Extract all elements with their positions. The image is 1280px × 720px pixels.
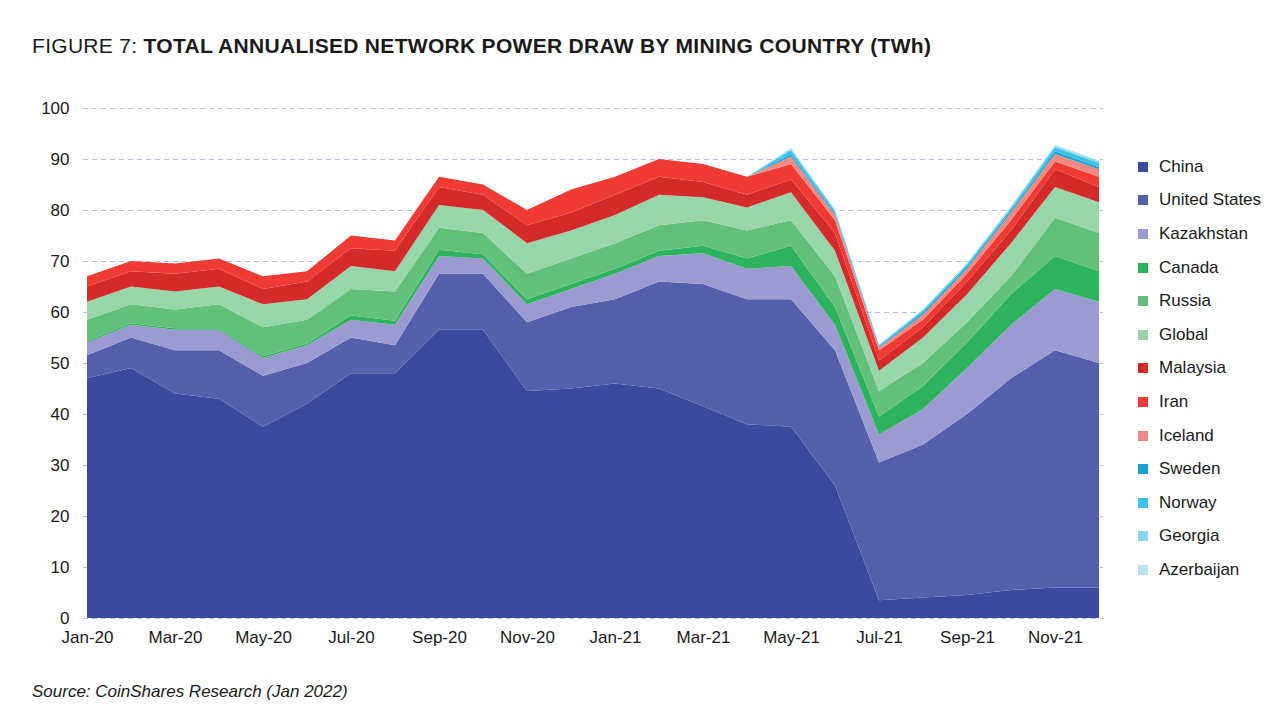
svg-text:50: 50 [51,354,70,373]
html-text:Iceland: Iceland [1159,425,1214,445]
html-text:Azerbaijan: Azerbaijan [1159,559,1240,579]
svg-text:Mar-20: Mar-20 [149,628,203,647]
svg-text:May-21: May-21 [763,628,820,647]
html-text:FIGURE 7: TOTAL ANNUALISED NET: FIGURE 7: TOTAL ANNUALISED NETWORK POWER… [32,34,932,57]
svg-text:10: 10 [51,558,70,577]
svg-text:Jan-21: Jan-21 [590,628,642,647]
svg-text:Nov-21: Nov-21 [1028,628,1083,647]
html-text:Norway: Norway [1159,492,1217,512]
svg-text:Jul-20: Jul-20 [328,628,374,647]
html-text:Global: Global [1159,324,1209,344]
svg-text:60: 60 [51,303,70,322]
html-text:Canada: Canada [1159,257,1219,277]
html-text:Sweden: Sweden [1159,459,1221,479]
svg-text:Nov-20: Nov-20 [500,628,555,647]
html-text:Georgia: Georgia [1159,526,1220,546]
svg-text:Jan-20: Jan-20 [62,628,114,647]
svg-text:Mar-21: Mar-21 [677,628,731,647]
svg-text:Sep-21: Sep-21 [940,628,995,647]
svg-text:May-20: May-20 [235,628,292,647]
html-text:United States: United States [1159,190,1262,210]
svg-text:100: 100 [41,99,69,118]
svg-text:90: 90 [51,150,70,169]
html-text:Russia: Russia [1159,291,1211,311]
html-text:Malaysia: Malaysia [1159,358,1227,378]
svg-text:30: 30 [51,456,70,475]
svg-text:Jul-21: Jul-21 [856,628,902,647]
html-text:Source: CoinShares Research (J: Source: CoinShares Research (Jan 2022) [32,682,348,701]
svg-text:0: 0 [60,609,69,628]
html-text:Iran: Iran [1159,392,1189,411]
svg-text:70: 70 [51,252,70,271]
svg-text:Sep-20: Sep-20 [412,628,467,647]
svg-text:40: 40 [51,405,70,424]
svg-text:80: 80 [51,201,70,220]
html-text:China: China [1159,156,1204,176]
html-text:Kazakhstan: Kazakhstan [1159,224,1248,243]
svg-text:20: 20 [51,507,70,526]
